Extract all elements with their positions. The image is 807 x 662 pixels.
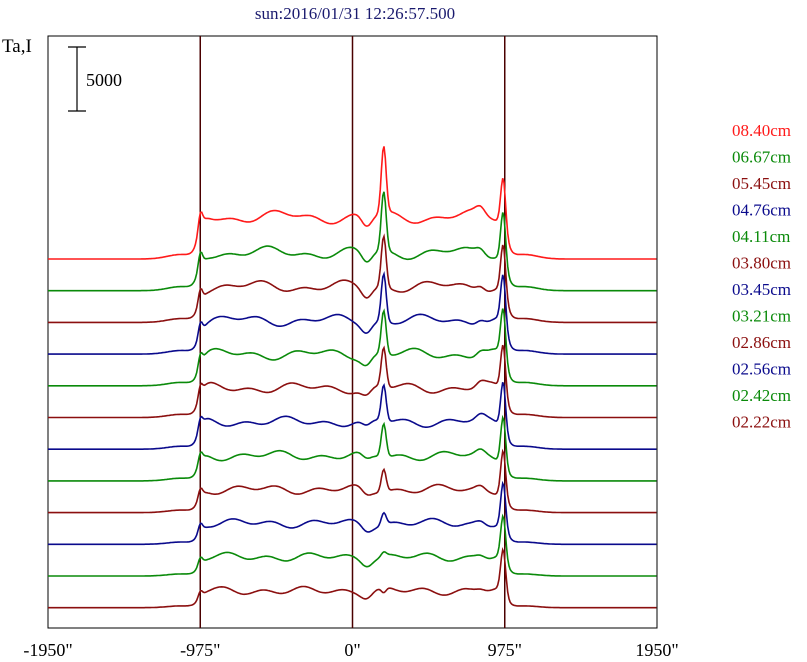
scale-bar-label: 5000 [86, 70, 122, 90]
series-line [48, 271, 657, 355]
series-line [48, 308, 657, 387]
x-axis-ticks: -1950" -975" 0" 975" 1950" [23, 640, 678, 660]
legend-entry: 02.56cm [732, 360, 791, 379]
legend-entry: 03.80cm [732, 254, 791, 273]
x-tick-label: 1950" [635, 640, 678, 660]
series-line [48, 233, 657, 324]
legend-entry: 04.76cm [732, 201, 791, 220]
legend-entry: 08.40cm [732, 121, 791, 140]
series-line [48, 513, 657, 577]
series-line [48, 344, 657, 419]
x-tick-label: -1950" [23, 640, 72, 660]
legend: 08.40cm 06.67cm 05.45cm 04.76cm 04.11cm 03.80… [732, 121, 791, 432]
legend-entry: 02.22cm [732, 413, 791, 432]
series-line [48, 448, 657, 514]
scale-bar: 5000 [68, 46, 122, 112]
y-axis-label: Ta,I [2, 36, 32, 57]
chart-title: sun:2016/01/31 12:26:57.500 [255, 4, 455, 23]
vertical-lines [199, 36, 506, 628]
x-tick-label: -975" [180, 640, 220, 660]
legend-entry: 06.67cm [732, 148, 791, 167]
series-line [48, 480, 657, 546]
legend-entry: 05.45cm [732, 174, 791, 193]
series-lines [48, 146, 657, 609]
series-line [48, 414, 657, 482]
series-line [48, 546, 657, 609]
legend-entry: 03.45cm [732, 280, 791, 299]
x-tick-label: 975" [488, 640, 522, 660]
legend-entry: 04.11cm [732, 227, 790, 246]
x-tick-label: 0" [344, 640, 360, 660]
legend-entry: 02.42cm [732, 386, 791, 405]
legend-entry: 02.86cm [732, 333, 791, 352]
series-line [48, 382, 657, 450]
series-line [48, 146, 657, 260]
series-line [48, 191, 657, 292]
legend-entry: 03.21cm [732, 307, 791, 326]
